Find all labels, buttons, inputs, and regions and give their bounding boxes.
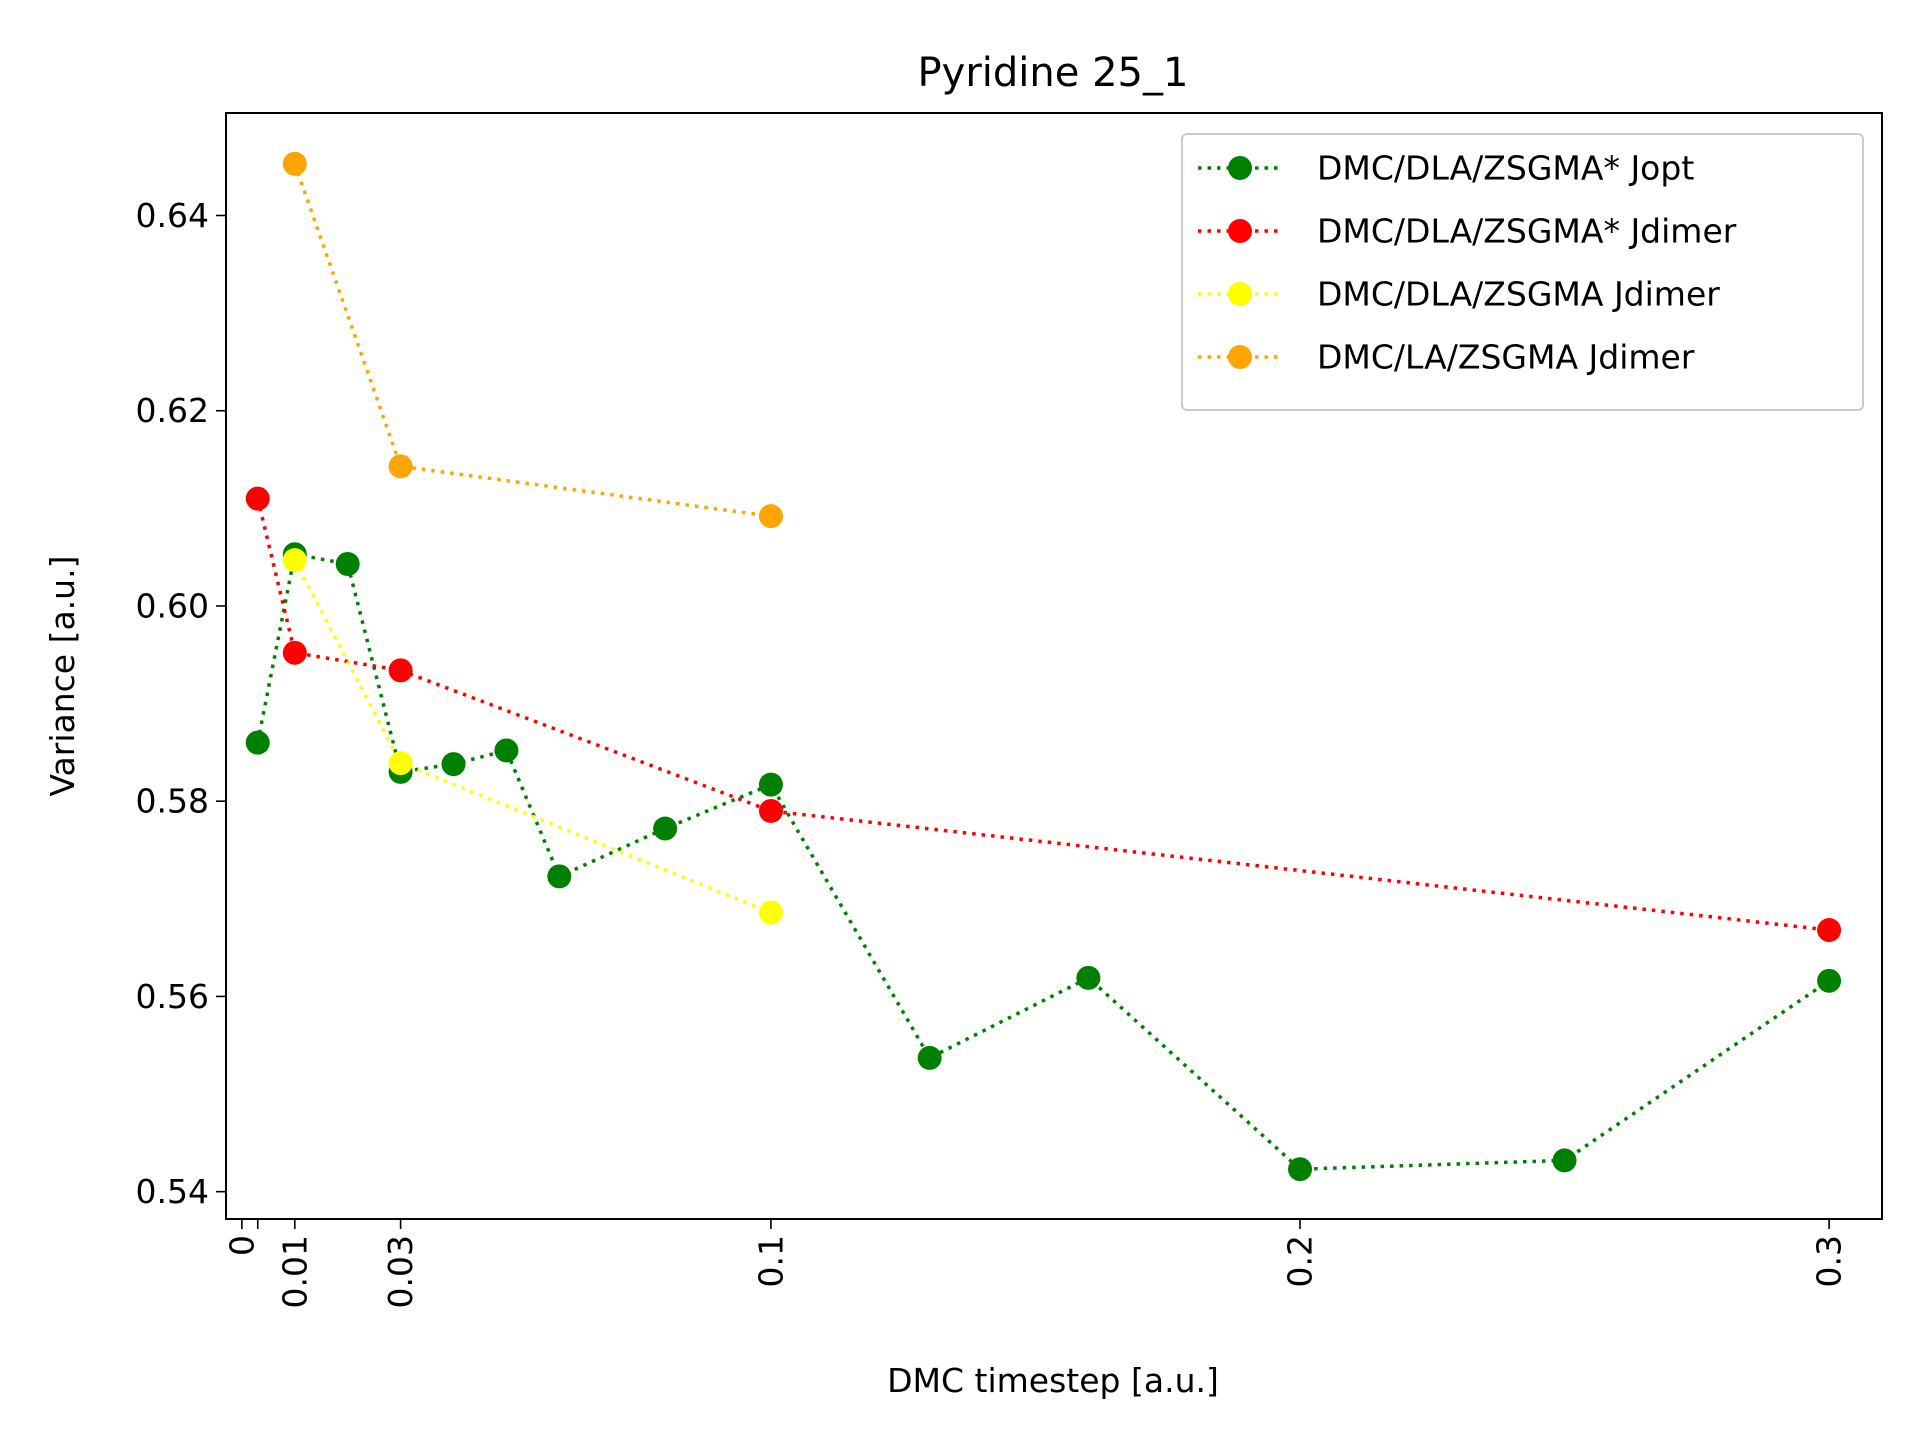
- data-point-2-2: [282, 640, 307, 665]
- series-line-4: [293, 163, 772, 518]
- data-point-2-3: [388, 658, 413, 683]
- y-tick-label-6: 0.64: [136, 196, 209, 235]
- plot-area: [245, 151, 1842, 1182]
- data-point-4-3: [758, 504, 783, 529]
- data-point-1-3: [335, 551, 360, 576]
- data-point-1-13: [1552, 1148, 1577, 1173]
- axis-ticks: 0 0.01 0.03 0.1 0.2 0.3 0.54 0.56 0.58 0.60 0.62 0.…: [136, 196, 1849, 1308]
- y-tick-label-2: 0.56: [136, 977, 209, 1016]
- legend-label-1: DMC/DLA/ZSGMA* Jopt: [1317, 149, 1694, 188]
- data-point-3-3: [758, 900, 783, 925]
- data-point-1-14: [1817, 968, 1842, 993]
- legend-label-2: DMC/DLA/ZSGMA* Jdimer: [1317, 212, 1737, 251]
- y-tick-label-3: 0.58: [136, 782, 209, 821]
- data-point-1-7: [547, 864, 572, 889]
- data-point-2-1: [245, 486, 270, 511]
- legend-marker-4: [1228, 345, 1252, 369]
- data-point-3-2: [388, 751, 413, 776]
- data-point-1-11: [1076, 965, 1101, 990]
- legend-marker-3: [1228, 282, 1252, 306]
- data-point-1-12: [1288, 1157, 1313, 1182]
- data-point-1-5: [441, 752, 466, 777]
- y-tick-label-4: 0.60: [136, 586, 209, 625]
- legend: DMC/DLA/ZSGMA* Jopt DMC/DLA/ZSGMA* Jdimer…: [1181, 133, 1864, 411]
- x-tick-label-4: 0.03: [381, 1235, 420, 1308]
- y-tick-label-1: 0.54: [136, 1172, 209, 1211]
- chart-title: Pyridine 25_1: [918, 50, 1189, 96]
- axes-frame: [225, 112, 1883, 1220]
- legend-marker-2: [1228, 219, 1252, 243]
- data-point-1-8: [653, 816, 678, 841]
- data-point-1-1: [245, 730, 270, 755]
- y-axis-label: Variance [a.u.]: [43, 556, 82, 797]
- x-tick-label-3: 0.01: [275, 1235, 314, 1308]
- x-tick-label-5: 0.1: [751, 1235, 790, 1287]
- legend-label-3: DMC/DLA/ZSGMA Jdimer: [1317, 275, 1720, 314]
- data-point-4-2: [388, 454, 413, 479]
- data-point-1-10: [917, 1045, 942, 1070]
- data-point-2-5: [1817, 918, 1842, 943]
- legend-marker-1: [1228, 156, 1252, 180]
- x-tick-label-1: 0: [222, 1235, 261, 1256]
- legend-label-4: DMC/LA/ZSGMA Jdimer: [1317, 338, 1695, 377]
- data-point-2-4: [758, 798, 783, 823]
- data-point-1-6: [494, 738, 519, 763]
- series-line-1: [255, 552, 1831, 1171]
- x-axis-label: DMC timestep [a.u.]: [887, 1361, 1219, 1400]
- x-tick-label-7: 0.3: [1810, 1235, 1849, 1287]
- legend-box: [1181, 133, 1864, 411]
- x-tick-label-6: 0.2: [1281, 1235, 1320, 1287]
- series-line-2: [255, 498, 1830, 932]
- y-tick-label-5: 0.62: [136, 391, 209, 430]
- data-point-3-1: [282, 548, 307, 573]
- data-point-4-1: [282, 151, 307, 176]
- data-point-1-9: [758, 772, 783, 797]
- series-line-3: [293, 559, 772, 915]
